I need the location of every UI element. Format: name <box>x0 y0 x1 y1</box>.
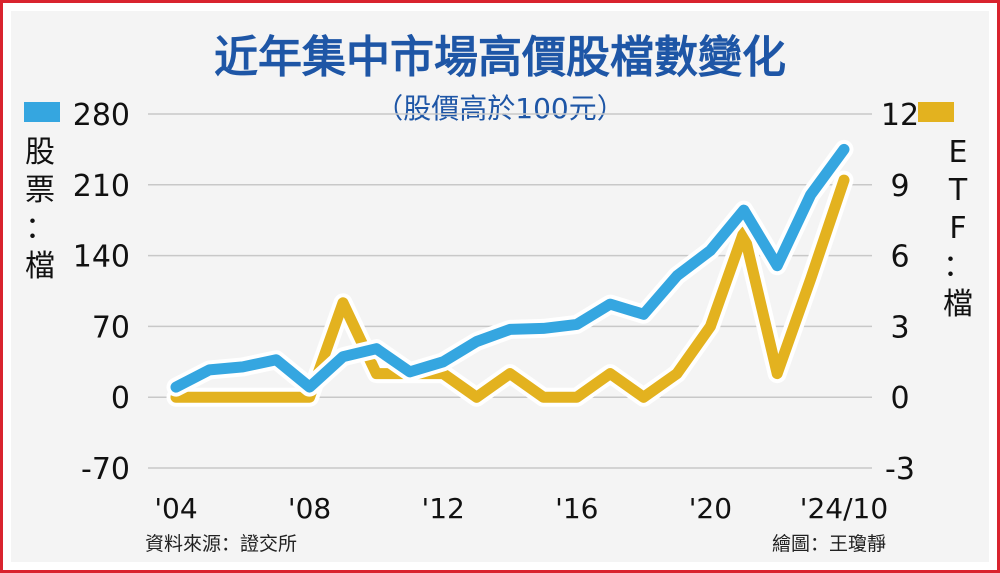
x-tick-label: '16 <box>555 492 598 525</box>
left-tick-label: 280 <box>73 98 130 133</box>
right-tick-label: 0 <box>890 381 909 416</box>
left-axis-label-char: 票 <box>25 173 55 208</box>
right-axis-label-char: ： <box>943 249 973 284</box>
legend <box>24 102 954 122</box>
left-tick-label: 0 <box>111 381 130 416</box>
chart-title: 近年集中市場高價股檔數變化 <box>214 32 786 83</box>
right-axis-label-char: 檔 <box>943 287 973 322</box>
chart-subtitle: （股價高於100元） <box>375 92 624 125</box>
legend-swatch-stocks <box>24 102 60 122</box>
source-note: 資料來源：證交所 <box>145 533 297 555</box>
chart-panel <box>11 11 989 562</box>
x-tick-label: '20 <box>689 492 732 525</box>
left-axis-label-char: 檔 <box>25 249 55 284</box>
right-tick-label: -3 <box>885 452 915 487</box>
right-tick-label: 12 <box>881 98 919 133</box>
x-tick-label: '24/10 <box>800 492 888 525</box>
right-tick-label: 3 <box>890 310 909 345</box>
left-tick-label: 70 <box>92 310 130 345</box>
left-axis-label-char: ： <box>25 211 55 246</box>
left-tick-label: 140 <box>73 240 130 275</box>
series-lines <box>166 139 854 407</box>
right-tick-label: 6 <box>890 240 909 275</box>
x-tick-label: '12 <box>422 492 465 525</box>
left-axis-ticks: 280 210 140 70 0 -70 <box>73 98 130 487</box>
right-axis-label-char: F <box>949 211 966 246</box>
x-tick-label: '08 <box>288 492 331 525</box>
x-axis-ticks: '04 '08 '12 '16 '20 '24/10 <box>154 492 888 525</box>
right-axis-label-char: E <box>949 135 968 170</box>
left-axis-label-char: 股 <box>25 135 55 170</box>
etf-count-line <box>170 174 850 403</box>
left-tick-label: 210 <box>73 169 130 204</box>
left-tick-label: -70 <box>81 452 130 487</box>
right-axis-ticks: 12 9 6 3 0 -3 <box>881 98 919 487</box>
legend-swatch-etf <box>918 102 954 122</box>
x-tick-label: '04 <box>154 492 197 525</box>
right-axis-label-char: T <box>948 173 968 208</box>
stock-count-line <box>170 143 850 393</box>
credit-note: 繪圖：王瓊靜 <box>772 533 886 555</box>
right-tick-label: 9 <box>890 169 909 204</box>
